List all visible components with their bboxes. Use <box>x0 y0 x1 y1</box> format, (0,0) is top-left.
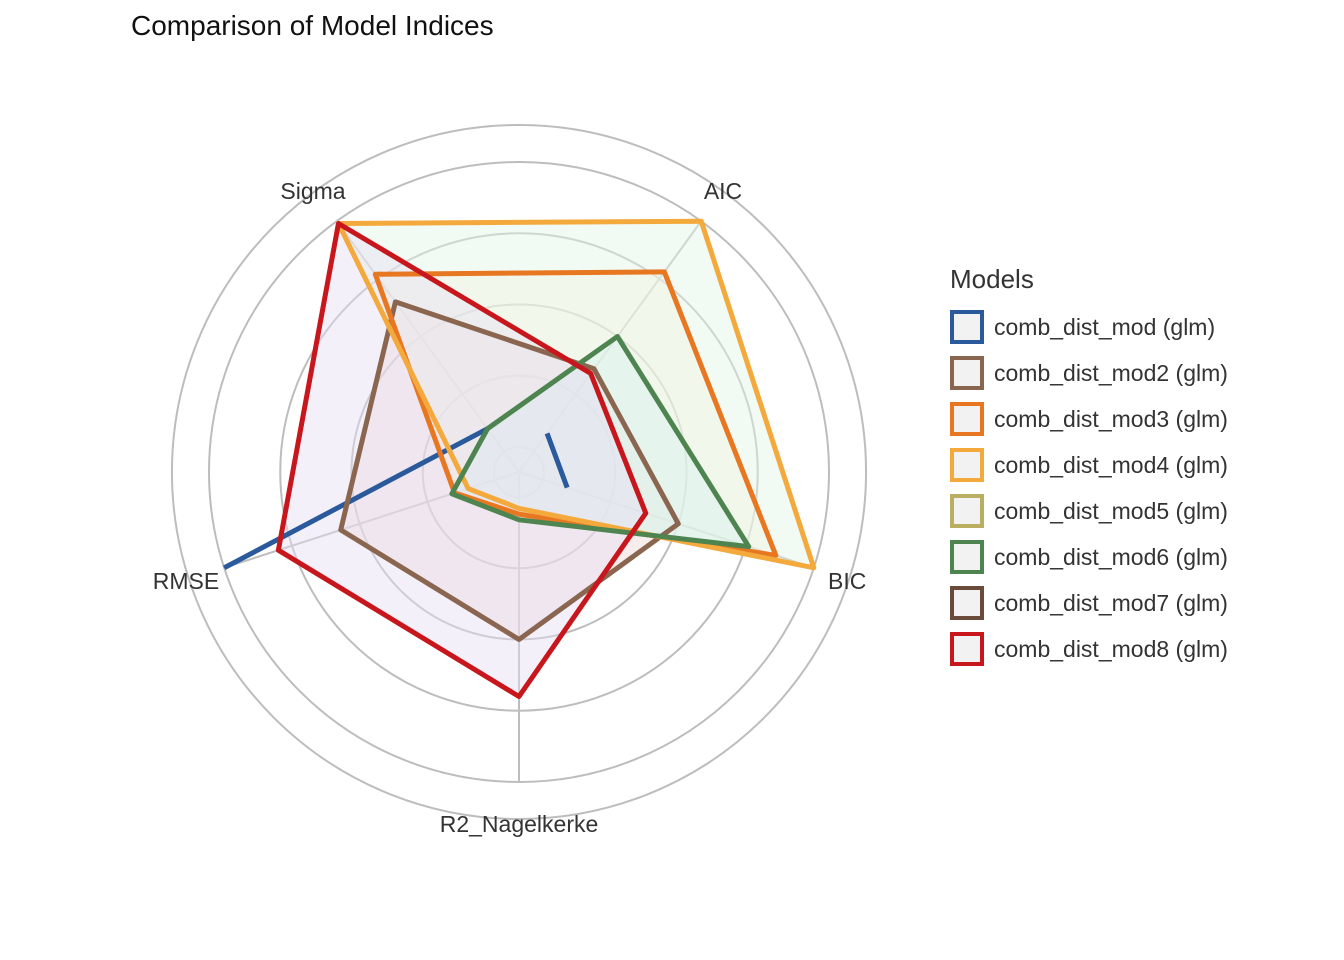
legend-label: comb_dist_mod5 (glm) <box>994 497 1228 524</box>
legend-label: comb_dist_mod7 (glm) <box>994 589 1228 616</box>
legend-label: comb_dist_mod (glm) <box>994 313 1216 340</box>
axis-label: BIC <box>828 568 866 594</box>
series-lines <box>223 218 817 699</box>
legend-item: comb_dist_mod3 (glm) <box>950 396 1228 442</box>
legend-label: comb_dist_mod2 (glm) <box>994 359 1228 386</box>
series-line <box>338 299 681 642</box>
legend-title: Models <box>950 264 1034 294</box>
axis-label: RMSE <box>153 568 219 594</box>
axis-label: AIC <box>704 178 742 204</box>
series-line <box>275 221 649 699</box>
legend-label: comb_dist_mod3 (glm) <box>994 405 1228 432</box>
legend-key <box>950 540 984 574</box>
grid-circle <box>170 123 868 821</box>
series-line <box>449 333 752 550</box>
series-fill <box>278 223 646 697</box>
legend-item: comb_dist_mod5 (glm) <box>950 488 1228 534</box>
legend-item: comb_dist_mod6 (glm) <box>950 534 1228 580</box>
chart-title: Comparison of Model Indices <box>131 10 494 41</box>
legend-item: comb_dist_mod (glm) <box>950 304 1228 350</box>
axis-spoke <box>518 220 703 473</box>
legend-item: comb_dist_mod4 (glm) <box>950 442 1228 488</box>
legend-items: comb_dist_mod (glm) comb_dist_mod2 (glm) c… <box>950 304 1228 672</box>
legend-item: comb_dist_mod7 (glm) <box>950 580 1228 626</box>
series-fill <box>338 221 814 568</box>
axis-label: Sigma <box>280 178 345 204</box>
legend-item: comb_dist_mod2 (glm) <box>950 350 1228 396</box>
series-line <box>223 426 570 571</box>
legend-key <box>950 356 984 390</box>
legend-key <box>950 586 984 620</box>
axis-labels: AIC BIC R2_Nagelkerke RMSE Sigma <box>153 178 867 837</box>
legend-key <box>950 632 984 666</box>
axis-label: R2_Nagelkerke <box>440 811 599 837</box>
series-fill <box>451 336 749 547</box>
legend-item: comb_dist_mod8 (glm) <box>950 626 1228 672</box>
legend-label: comb_dist_mod4 (glm) <box>994 451 1228 478</box>
series-fill <box>375 271 776 556</box>
legend-label: comb_dist_mod6 (glm) <box>994 543 1228 570</box>
legend-key <box>950 494 984 528</box>
legend-key <box>950 310 984 344</box>
legend-label: comb_dist_mod8 (glm) <box>994 635 1228 662</box>
series-fills <box>278 221 814 697</box>
legend-key <box>950 448 984 482</box>
legend: Models comb_dist_mod (glm) comb_dist_mod2… <box>950 264 1228 672</box>
legend-key <box>950 402 984 436</box>
series-line <box>335 218 817 571</box>
